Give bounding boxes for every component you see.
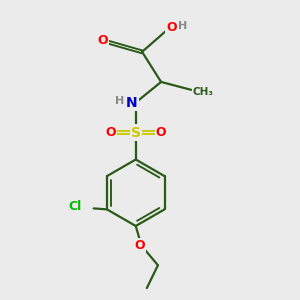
Text: H: H xyxy=(115,96,124,106)
Text: O: O xyxy=(98,34,109,47)
Text: O: O xyxy=(105,126,116,139)
Text: H: H xyxy=(178,21,187,31)
Text: CH₃: CH₃ xyxy=(193,87,214,98)
Text: O: O xyxy=(135,239,145,252)
Text: O: O xyxy=(156,126,167,139)
Text: S: S xyxy=(131,126,141,140)
Text: N: N xyxy=(126,95,138,110)
Text: Cl: Cl xyxy=(69,200,82,213)
Text: O: O xyxy=(166,21,177,34)
